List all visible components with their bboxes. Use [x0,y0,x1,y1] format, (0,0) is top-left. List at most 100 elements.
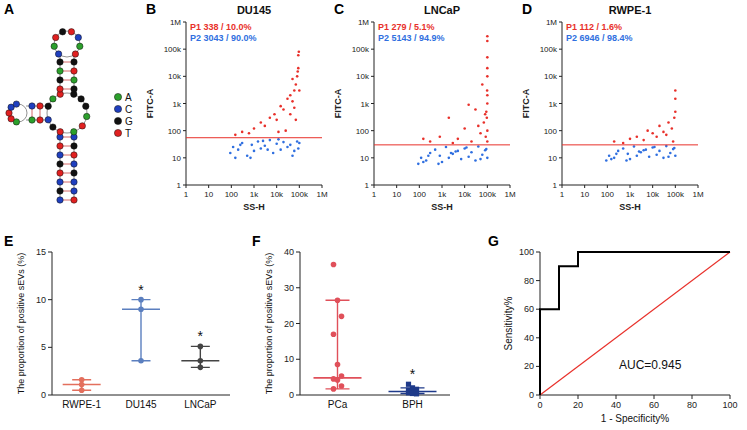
event-point [617,150,620,153]
category-label: LNCaP [184,399,217,410]
y-tick-label: 10k [356,72,370,81]
legend-swatch [114,93,121,100]
event-point [291,100,294,103]
gate-line [562,144,698,145]
x-axis [540,395,730,396]
x-tick [652,185,653,188]
y-tick [183,76,186,77]
event-point [264,125,267,128]
event-point [234,134,237,137]
x-tick-label: 1k [250,190,259,199]
y-axis-title: FITC-A [333,88,343,118]
event-point [296,140,299,143]
event-point [662,157,665,160]
event-point [655,135,658,138]
roc-line [540,252,730,395]
gate-label: P2 5143 / 94.9% [378,33,445,43]
event-point [467,155,470,158]
event-point [674,97,677,100]
y-tick [296,395,300,396]
nucleotide [57,77,63,83]
gate-label: P2 6946 / 98.4% [566,33,633,43]
x-tick-label: 100k [667,190,685,199]
y-axis [52,252,53,395]
nucleotide [57,170,63,176]
nucleotide [57,179,63,185]
event-point [665,134,668,137]
y-tick-label: 100 [544,127,558,136]
event-point [622,142,625,145]
category-label: DU145 [125,399,157,410]
y-tick-label: 5 [41,342,46,352]
event-point [289,94,292,97]
y-axis-title: FITC-A [521,88,531,118]
y-tick-label: 10 [360,154,369,163]
y-tick-label: 1 [553,181,558,190]
panel-letter: E [4,233,13,249]
event-point [232,146,235,149]
panel-title: DU145 [237,4,271,16]
x-tick [607,185,608,188]
category-label: PCa [328,399,348,410]
y-tick [296,359,300,360]
event-point [296,70,299,73]
data-point [79,387,85,393]
legend-swatch [114,129,121,136]
nucleotide [71,59,77,65]
y-tick-label: 1 [365,181,370,190]
event-point [658,150,661,153]
x-axis-title: SS-H [431,202,453,212]
gate-label: P1 112 / 1.6% [566,22,622,32]
y-tick-label: 10 [284,354,294,364]
event-point [275,142,278,145]
event-point [237,148,240,151]
nucleotide [45,103,51,109]
event-point [457,150,460,153]
event-point [262,140,265,143]
x-tick [276,185,277,188]
event-point [486,116,489,119]
x-tick-label: 1 [560,190,565,199]
y-tick-label: 80 [524,276,534,286]
event-point [646,129,649,132]
event-point [636,154,639,157]
event-point [627,153,630,156]
figure: ACGTA1101001k10k100k1M1101001k10k100k1MD… [0,0,747,430]
event-point [613,140,616,143]
event-point [249,157,252,160]
y-tick-label: 0 [529,390,534,400]
event-point [483,121,486,124]
x-tick-label: 10k [458,190,472,199]
nucleotide [13,101,19,107]
x-tick [578,395,579,399]
y-tick [371,130,374,131]
legend-label: A [125,92,132,103]
event-point [470,140,473,143]
plot-marks [314,262,437,397]
nucleotide [71,161,77,167]
event-point [486,75,489,78]
event-point [295,83,298,86]
event-point [479,158,482,161]
y-tick-label: 0 [289,390,294,400]
range-cap [326,388,350,389]
event-point [485,148,488,151]
nucleotide [84,113,90,119]
nucleotide [57,129,63,135]
event-point [486,102,489,105]
nucleotide [71,129,77,135]
panel-title: RWPE-1 [609,4,652,16]
y-tick [371,49,374,50]
plot-marks [63,297,220,393]
x-tick-label: 100k [291,190,309,199]
y-tick-label: 1M [546,18,557,27]
nucleotide [71,68,77,74]
y-tick [48,299,52,300]
x-tick [299,185,300,188]
nucleotide [71,86,77,92]
data-point [79,382,85,388]
x-tick [698,185,699,188]
event-point [477,125,480,128]
x-tick-label: 1M [316,190,327,199]
nucleotide [57,143,63,149]
